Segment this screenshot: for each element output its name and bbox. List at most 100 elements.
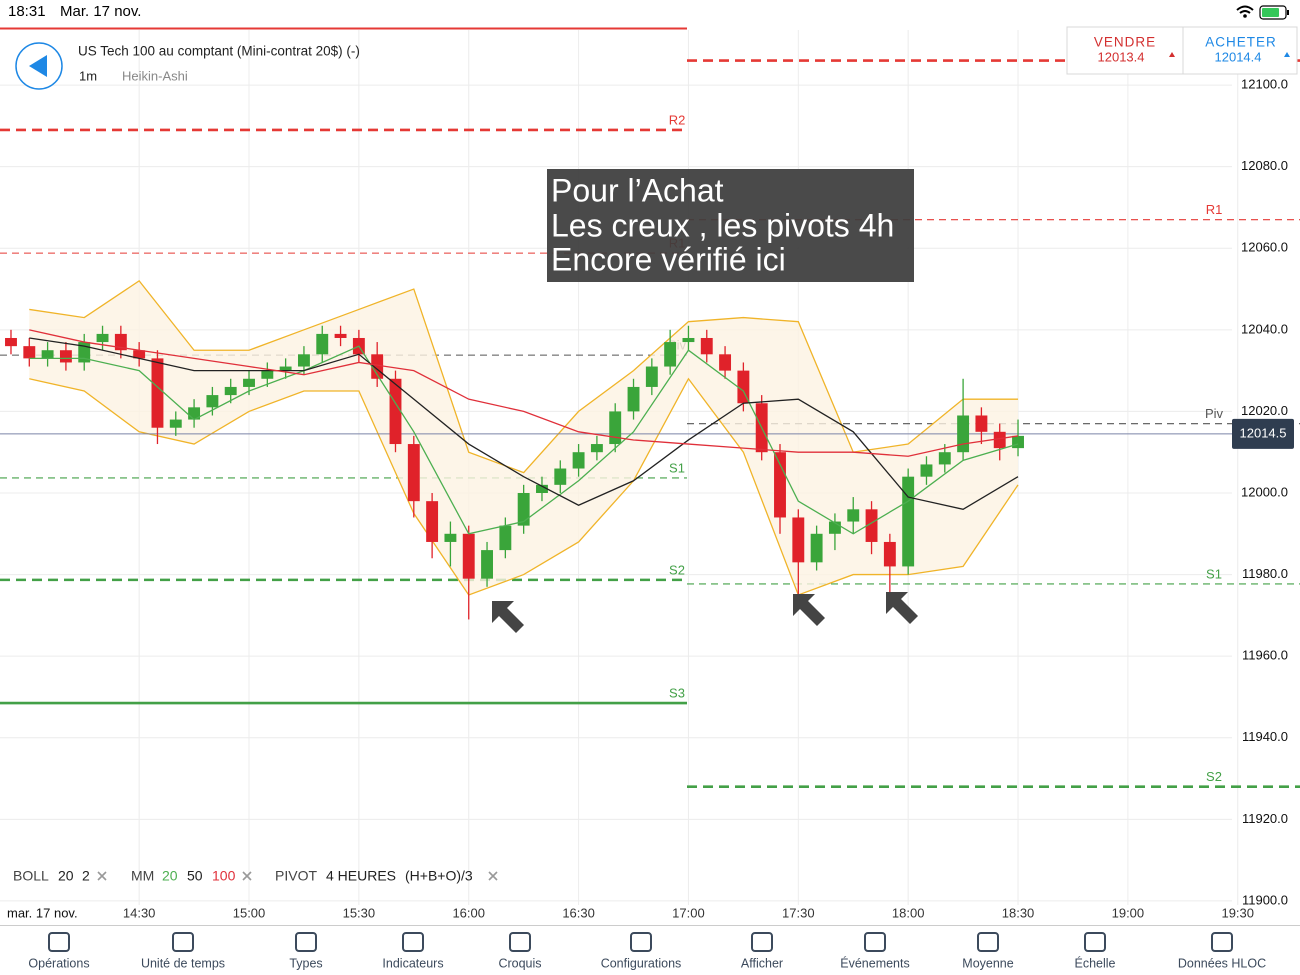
legend-item: BOLL	[13, 868, 49, 884]
x-axis: 14:30 15:00 15:30 16:00 16:30 17:00 17:30 18:00…	[123, 905, 1254, 920]
legend-item: 50	[187, 868, 203, 884]
candle-body	[114, 333, 127, 351]
instrument-name: US Tech 100 au comptant (Mini-contrat 20…	[78, 44, 360, 59]
toolbar-icon	[48, 932, 70, 952]
toolbar-button[interactable]: Afficher	[741, 932, 783, 970]
candle-body	[188, 407, 201, 420]
toolbar-label: Configurations	[601, 956, 682, 970]
candle-body	[645, 366, 658, 387]
indicator-legend: BOLL 20 2 MM 20 50 100 PIVOT 4 HEURES (H…	[13, 868, 498, 884]
sell-label: VENDRE	[1094, 35, 1156, 50]
y-tick-label: 12020.0	[1241, 403, 1288, 418]
y-tick-label: 11900.0	[1242, 892, 1288, 907]
legend-item: PIVOT	[275, 868, 317, 884]
pivot-label: S1	[1206, 566, 1222, 581]
annotation-line: Les creux , les pivots 4h	[551, 207, 894, 243]
toolbar-button[interactable]: Opérations	[28, 932, 90, 970]
toolbar-button[interactable]: Indicateurs	[382, 932, 444, 970]
toolbar-button[interactable]: Unité de temps	[141, 932, 225, 970]
toolbar-button[interactable]: Configurations	[601, 932, 682, 970]
pivot-label: S1	[669, 460, 685, 475]
x-tick-label: 14:30	[123, 905, 156, 920]
legend-item: 100	[212, 868, 236, 884]
timeframe[interactable]: 1m	[79, 68, 97, 83]
candle-body	[828, 521, 841, 534]
candle-body	[847, 509, 860, 522]
sell-price: 12013.4	[1098, 49, 1145, 64]
candle-body	[243, 378, 255, 387]
remove-indicator[interactable]	[242, 871, 252, 881]
candle-body	[920, 464, 933, 477]
toolbar-icon	[630, 932, 652, 952]
toolbar: Opérations Unité de temps Types Indicateurs…	[28, 932, 1266, 970]
annotation-line: Encore vérifié ici	[551, 241, 786, 277]
toolbar-icon	[402, 932, 424, 952]
candle-body	[664, 342, 677, 367]
candle-body	[279, 366, 292, 371]
candle-body	[96, 333, 109, 343]
candle-body	[499, 525, 512, 551]
back-button[interactable]	[15, 42, 63, 90]
pivot-label: S2	[1206, 769, 1222, 784]
moving-average	[29, 345, 1019, 535]
bollinger-lower	[29, 377, 1019, 596]
toolbar-button[interactable]: Types	[289, 932, 323, 970]
toolbar-button[interactable]: Échelle	[1075, 932, 1116, 970]
candle-body	[682, 337, 695, 343]
toolbar-label: Événements	[840, 955, 909, 970]
x-tick-label: 18:30	[1002, 905, 1035, 920]
arrows	[492, 592, 918, 633]
candle-body	[975, 415, 988, 432]
y-tick-label: 12100.0	[1241, 77, 1288, 92]
candle-body	[169, 419, 182, 428]
candle-body	[206, 395, 219, 408]
remove-indicator[interactable]	[488, 871, 498, 881]
x-tick-label: 15:00	[233, 905, 266, 920]
toolbar-icon	[172, 932, 194, 952]
candle-body	[810, 533, 823, 563]
annotation: Pour l’Achat Les creux , les pivots 4h E…	[547, 169, 914, 282]
pivot-label: Piv	[1205, 406, 1224, 421]
buy-label: ACHETER	[1205, 35, 1277, 50]
legend-item: (H+B+O)/3	[405, 868, 473, 884]
toolbar-button[interactable]: Événements	[840, 932, 910, 970]
status-time: 18:31	[8, 3, 46, 20]
y-tick-label: 12080.0	[1241, 158, 1288, 173]
remove-indicator[interactable]	[97, 871, 107, 881]
candle-body	[627, 386, 640, 412]
candle-body	[572, 452, 585, 469]
toolbar-button[interactable]: Croquis	[498, 932, 542, 970]
x-tick-label: 17:30	[782, 905, 815, 920]
toolbar-label: Types	[289, 956, 322, 970]
sell-button[interactable]: VENDRE 12013.4	[1094, 35, 1175, 65]
x-tick-label: 19:00	[1112, 905, 1145, 920]
status-date: Mar. 17 nov.	[60, 3, 141, 20]
candle-body	[261, 370, 274, 379]
candle-body	[590, 444, 603, 453]
toolbar-button[interactable]: Données HLOC	[1178, 932, 1266, 970]
candle-body	[792, 517, 805, 563]
candle-body	[5, 337, 17, 347]
candle-body	[938, 452, 951, 465]
candle-body	[59, 350, 72, 363]
date-box	[3, 904, 91, 922]
candle-body	[902, 476, 915, 567]
candle-body	[517, 492, 530, 526]
legend-item: 2	[82, 868, 90, 884]
buy-button[interactable]: ACHETER 12014.4	[1205, 35, 1290, 65]
candle-body	[865, 509, 878, 542]
x-tick-label: 16:00	[452, 905, 485, 920]
toolbar-label: Croquis	[498, 956, 541, 970]
pivot-label: R1	[1206, 202, 1223, 217]
candle-body	[41, 350, 54, 359]
candle-body	[133, 350, 146, 359]
candle-body	[957, 415, 970, 453]
candle-body	[407, 444, 420, 502]
toolbar-button[interactable]: Moyenne	[962, 932, 1014, 970]
chart-type[interactable]: Heikin-Ashi	[122, 68, 188, 83]
candle-body	[554, 468, 567, 485]
moving-average	[29, 329, 1019, 457]
candle-body	[462, 533, 475, 579]
date-label: mar. 17 nov.	[7, 905, 78, 920]
